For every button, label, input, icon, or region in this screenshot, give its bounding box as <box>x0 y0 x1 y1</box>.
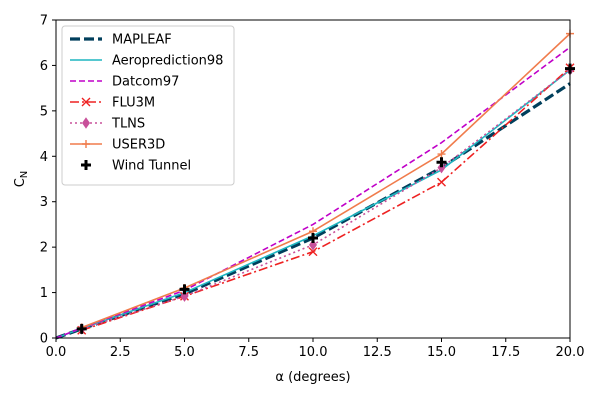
legend-marker <box>81 160 91 170</box>
y-axis-label: CN <box>13 171 30 188</box>
legend-label: MAPLEAF <box>112 33 172 48</box>
legend-label: FLU3M <box>112 96 155 111</box>
y-tick-label: 7 <box>40 14 48 29</box>
data-point-tlns <box>437 161 446 174</box>
y-tick-label: 0 <box>40 332 48 347</box>
legend-item-flu3m: FLU3M <box>70 96 155 111</box>
legend-box <box>61 25 235 186</box>
legend-item-datcom97: Datcom97 <box>70 75 179 90</box>
legend-label: Wind Tunnel <box>112 159 191 174</box>
legend-item-wind-tunnel: Wind Tunnel <box>81 159 191 174</box>
y-tick-label: 3 <box>40 195 48 210</box>
y-axis: 0 1 2 3 4 5 6 7 <box>40 14 56 347</box>
series-tlns <box>77 64 574 335</box>
y-tick-label: 2 <box>40 241 48 256</box>
legend-marker <box>82 140 90 148</box>
legend-item-user3d: USER3D <box>70 138 165 153</box>
data-point-flu3m <box>308 247 318 257</box>
y-axis-label-main: C <box>13 178 28 187</box>
series-layer <box>55 29 575 340</box>
data-point-tlns <box>180 290 189 302</box>
legend-item-tlns: TLNS <box>70 117 145 132</box>
x-tick-label: 15.0 <box>427 345 456 360</box>
legend-marker <box>81 97 91 107</box>
legend-marker <box>82 117 90 129</box>
series-wind-tunnel <box>76 63 575 334</box>
legend-item-aeroprediction98: Aeroprediction98 <box>70 54 223 69</box>
x-axis-label: α (degrees) <box>275 370 350 385</box>
x-tick-label: 5.0 <box>174 345 195 360</box>
legend: MAPLEAF Aeroprediction98 Datcom97 FLU3M TLNS… <box>61 25 235 186</box>
data-point-wind-tunnel <box>76 323 87 334</box>
x-tick-label: 2.5 <box>110 345 131 360</box>
legend-item-mapleaf: MAPLEAF <box>70 33 172 48</box>
data-point-flu3m <box>437 177 446 187</box>
x-tick-label: 0.0 <box>46 345 67 360</box>
x-tick-label: 7.5 <box>238 345 259 360</box>
x-tick-label: 17.5 <box>491 345 520 360</box>
data-point-tlns <box>309 239 317 251</box>
legend-label: TLNS <box>111 117 145 132</box>
legend-label: Aeroprediction98 <box>112 54 223 69</box>
data-point-wind-tunnel <box>308 233 318 244</box>
x-tick-label: 20.0 <box>556 345 585 360</box>
y-tick-label: 6 <box>40 59 48 74</box>
x-tick-label: 12.5 <box>363 345 392 360</box>
y-axis-label-sub: N <box>19 171 30 178</box>
x-tick-label: 10.0 <box>299 345 328 360</box>
y-tick-label: 1 <box>40 286 48 301</box>
data-point-user3d <box>437 150 446 159</box>
legend-label: USER3D <box>112 138 165 153</box>
y-tick-label: 5 <box>40 104 48 119</box>
x-axis: 0.0 2.5 5.0 7.5 10.0 12.5 15.0 17.5 20.0 <box>46 338 585 360</box>
data-point-wind-tunnel <box>179 284 190 295</box>
y-tick-label: 4 <box>40 150 48 165</box>
data-point-wind-tunnel <box>436 157 447 168</box>
legend-label: Datcom97 <box>112 75 179 90</box>
